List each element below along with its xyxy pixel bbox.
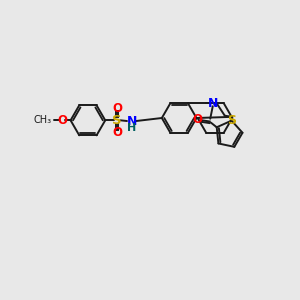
Text: O: O <box>193 113 203 126</box>
Text: N: N <box>208 97 218 110</box>
Text: S: S <box>227 114 236 127</box>
Text: O: O <box>112 102 122 115</box>
Text: CH₃: CH₃ <box>34 115 52 125</box>
Text: S: S <box>112 114 122 127</box>
Text: H: H <box>127 123 136 133</box>
Text: N: N <box>126 115 137 128</box>
Text: O: O <box>112 126 122 139</box>
Text: O: O <box>58 114 68 127</box>
